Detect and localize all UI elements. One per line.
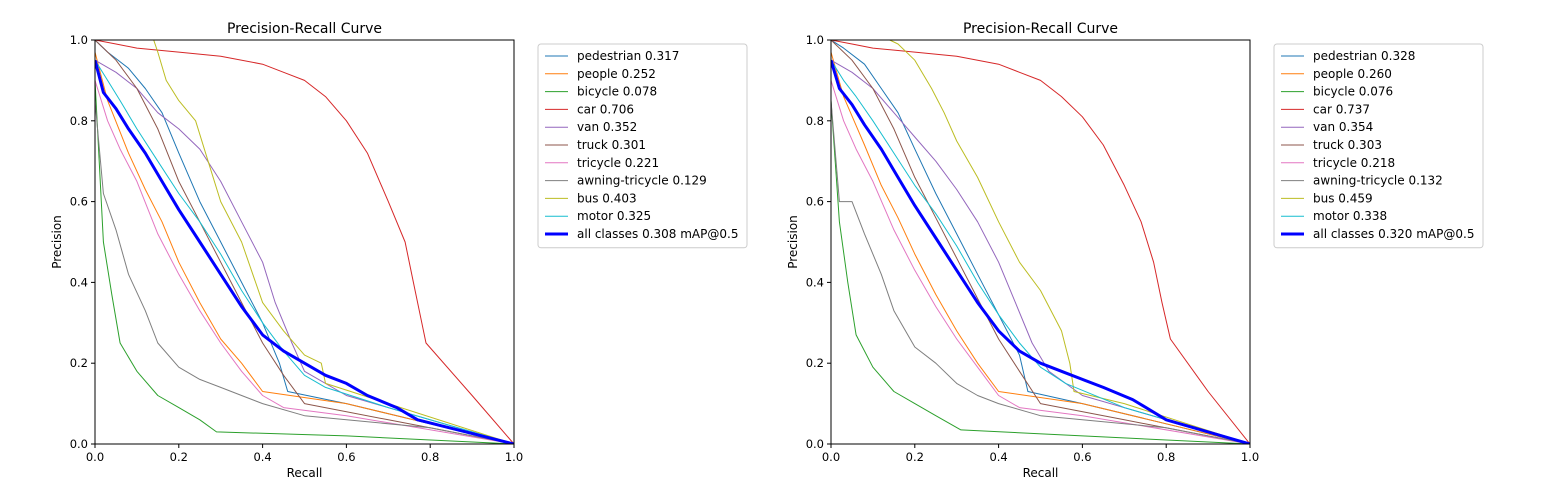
y-tick-label: 1.0 [70, 33, 88, 47]
legend-label: tricycle 0.218 [1313, 156, 1395, 170]
series-line-car [831, 40, 1250, 444]
legend-label: bus 0.459 [1313, 191, 1373, 205]
legend-label: van 0.352 [577, 120, 637, 134]
legend-label: truck 0.301 [577, 138, 646, 152]
series-line-truck [95, 40, 514, 444]
x-tick-label: 1.0 [1241, 450, 1259, 464]
y-tick-label: 1.0 [806, 33, 824, 47]
x-tick-label: 0.0 [822, 450, 840, 464]
series-line-awning-tricycle [95, 100, 514, 444]
series-line-all-classes [95, 59, 514, 444]
series-group [95, 40, 514, 444]
legend-label: awning-tricycle 0.132 [1313, 174, 1443, 188]
series-line-motor [831, 59, 1250, 444]
y-tick-label: 0.6 [806, 195, 824, 209]
x-tick-label: 0.4 [253, 450, 271, 464]
axes-frame [830, 39, 1251, 445]
legend-box [1273, 43, 1484, 249]
legend: pedestrian 0.317 people 0.252 bicycle 0.07… [537, 43, 748, 249]
y-tick-label: 0.2 [806, 356, 824, 370]
legend-label: people 0.252 [577, 67, 656, 81]
x-tick-label: 0.6 [337, 450, 355, 464]
legend-label: people 0.260 [1313, 67, 1392, 81]
pr-chart-2: Precision-Recall Curve 0.0 0.2 0.4 0.6 0.8 1.0… [786, 21, 1484, 480]
x-tick-label: 0.4 [989, 450, 1007, 464]
legend: pedestrian 0.328 people 0.260 bicycle 0.07… [1273, 43, 1484, 249]
legend-label: bicycle 0.076 [1313, 85, 1393, 99]
series-line-tricycle [95, 80, 514, 444]
legend-label: motor 0.338 [1313, 209, 1387, 223]
series-line-tricycle [831, 80, 1250, 444]
x-axis-label: Recall [1023, 466, 1059, 480]
series-line-car [95, 40, 514, 444]
series-line-bicycle [831, 100, 1250, 444]
legend-label: awning-tricycle 0.129 [577, 174, 707, 188]
legend-label: bicycle 0.078 [577, 85, 657, 99]
series-line-van [95, 59, 514, 444]
y-axis-label: Precision [786, 215, 800, 269]
legend-label: pedestrian 0.328 [1313, 49, 1415, 63]
y-tick-label: 0.4 [806, 275, 824, 289]
series-line-van [831, 59, 1250, 444]
y-tick-label: 0.2 [70, 356, 88, 370]
series-group [831, 40, 1250, 444]
series-line-pedestrian [95, 40, 514, 444]
y-tick-label: 0.6 [70, 195, 88, 209]
series-line-truck [831, 40, 1250, 444]
series-line-people [95, 51, 514, 444]
series-line-bicycle [95, 80, 514, 444]
legend-label: car 0.737 [1313, 102, 1370, 116]
chart-title: Precision-Recall Curve [963, 21, 1118, 37]
series-line-all-classes [831, 59, 1250, 444]
y-tick-label: 0.4 [70, 275, 88, 289]
axes-frame [94, 39, 515, 445]
series-line-bus [153, 40, 514, 444]
series-line-awning-tricycle [831, 100, 1250, 444]
x-tick-label: 0.6 [1073, 450, 1091, 464]
legend-label: bus 0.403 [577, 191, 637, 205]
x-axis-label: Recall [287, 466, 323, 480]
legend-label: truck 0.303 [1313, 138, 1382, 152]
x-tick-label: 0.2 [170, 450, 188, 464]
chart-title: Precision-Recall Curve [227, 21, 382, 37]
legend-box [537, 43, 748, 249]
y-tick-label: 0.0 [70, 437, 88, 451]
x-tick-label: 0.0 [86, 450, 104, 464]
legend-label: all classes 0.308 mAP@0.5 [577, 227, 738, 241]
x-tick-label: 0.2 [906, 450, 924, 464]
legend-label: van 0.354 [1313, 120, 1373, 134]
pr-chart-1: Precision-Recall Curve 0.0 0.2 0.4 0.6 0.8 1.0… [50, 21, 748, 480]
series-line-pedestrian [831, 40, 1250, 444]
x-tick-label: 0.8 [421, 450, 439, 464]
y-tick-label: 0.0 [806, 437, 824, 451]
legend-label: all classes 0.320 mAP@0.5 [1313, 227, 1474, 241]
y-axis-label: Precision [50, 215, 64, 269]
y-tick-label: 0.8 [806, 114, 824, 128]
x-tick-label: 1.0 [505, 450, 523, 464]
legend-label: car 0.706 [577, 102, 634, 116]
legend-label: pedestrian 0.317 [577, 49, 679, 63]
x-tick-label: 0.8 [1157, 450, 1175, 464]
series-line-bus [889, 40, 1250, 444]
series-line-people [831, 51, 1250, 444]
y-tick-label: 0.8 [70, 114, 88, 128]
legend-label: motor 0.325 [577, 209, 651, 223]
series-line-motor [95, 59, 514, 444]
legend-label: tricycle 0.221 [577, 156, 659, 170]
